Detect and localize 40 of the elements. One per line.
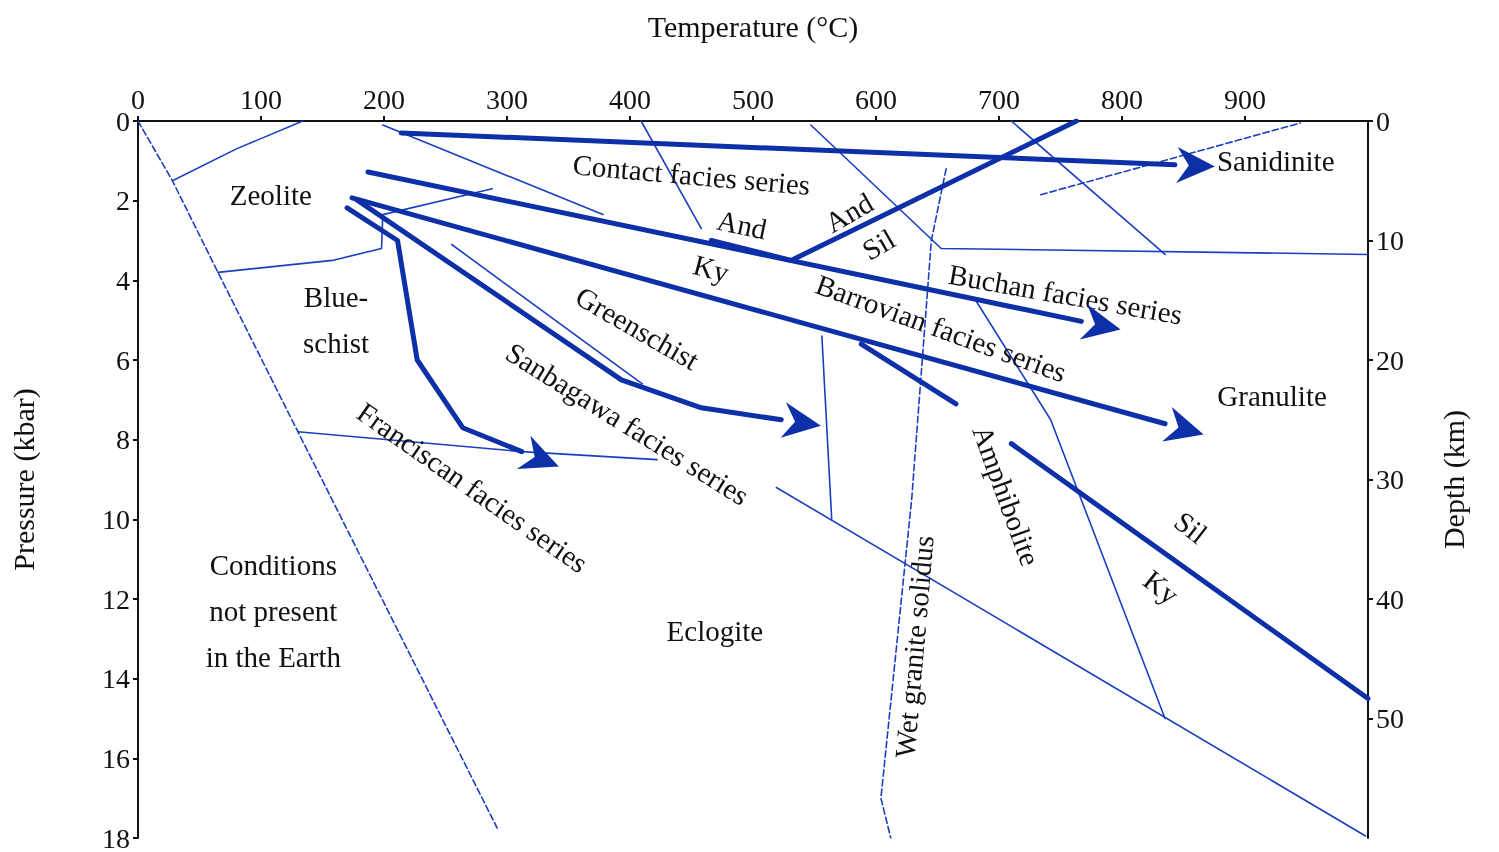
- x-axis-title: Temperature (°C): [647, 9, 859, 44]
- y-axis-title: Pressure (kbar): [6, 388, 41, 571]
- y-tick-label: 16: [102, 742, 130, 774]
- y2-tick-label: 30: [1376, 464, 1404, 495]
- x-tick-label: 200: [363, 83, 405, 115]
- annotation: Eclogite: [666, 614, 764, 647]
- y-tick-label: 10: [102, 503, 130, 535]
- x-tick-label: 100: [240, 83, 282, 115]
- x-tick-label: 900: [1224, 83, 1266, 115]
- annotation: Contact facies series: [571, 148, 812, 202]
- y-tick-label: 4: [116, 264, 130, 296]
- y-tick-label: 2: [116, 185, 130, 217]
- y2-axis-title: Depth (km): [1436, 409, 1471, 550]
- y-tick-label: 8: [116, 424, 130, 456]
- y-tick-label: 0: [116, 105, 130, 137]
- y2-tick-label: 0: [1376, 105, 1390, 137]
- annotation: Wet granite solidus: [888, 534, 940, 760]
- y2-tick-label: 20: [1376, 344, 1404, 376]
- y-tick-label: 18: [102, 822, 130, 852]
- y2-tick-label: 50: [1376, 703, 1404, 734]
- annotation: Zeolite: [229, 178, 312, 211]
- x-tick-label: 600: [855, 83, 897, 115]
- x-tick-label: 300: [486, 83, 528, 115]
- x-tick-label: 500: [732, 83, 774, 115]
- x-tick-label: 400: [609, 83, 651, 115]
- y-tick-label: 12: [102, 583, 130, 615]
- x-tick-label: 700: [978, 83, 1020, 115]
- annotation: Ky: [1137, 563, 1186, 611]
- y-tick-label: 6: [116, 344, 130, 376]
- x-tick-label: 800: [1101, 83, 1143, 115]
- annotation: Sanidinite: [1216, 144, 1335, 177]
- annotation: Granulite: [1217, 379, 1327, 412]
- annotation: Sil: [1168, 504, 1214, 550]
- annotation: Ky: [689, 248, 733, 289]
- y2-tick-label: 10: [1376, 225, 1404, 256]
- annotation: Conditions not present in the Earth: [205, 548, 342, 673]
- annotation: And: [714, 203, 771, 246]
- y-tick-label: 14: [102, 663, 130, 695]
- annotation: Blue- schist: [303, 281, 370, 360]
- y2-tick-label: 40: [1376, 583, 1404, 615]
